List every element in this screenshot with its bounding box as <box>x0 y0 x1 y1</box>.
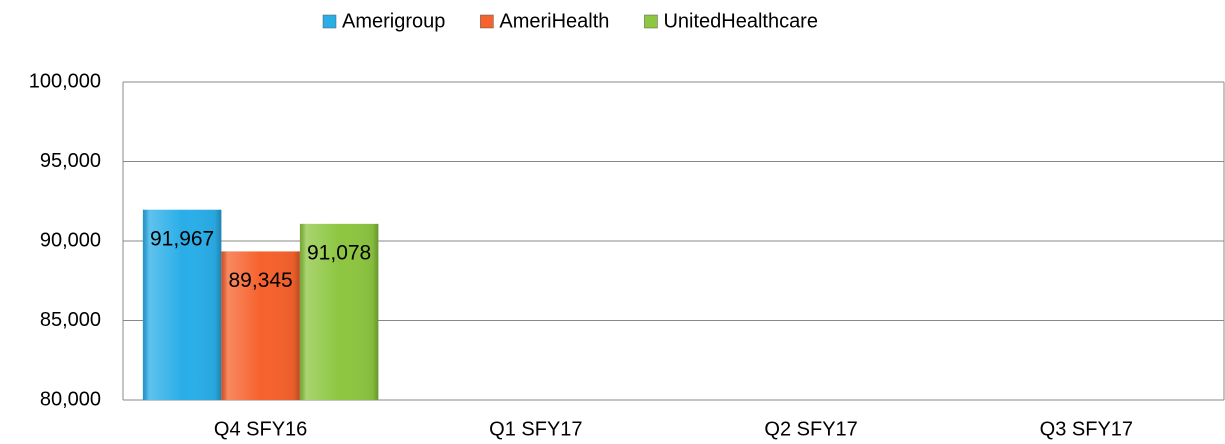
bar-shade <box>142 209 222 400</box>
x-tick-label: Q4 SFY16 <box>214 418 307 440</box>
legend-label: AmeriHealth <box>499 10 609 32</box>
legend-marker <box>480 14 494 29</box>
legend-marker <box>322 14 337 29</box>
x-tick-label: Q1 SFY17 <box>489 418 582 440</box>
bar-shade <box>221 251 300 400</box>
x-tick-label: Q2 SFY17 <box>764 418 857 440</box>
bar-shade <box>299 223 379 400</box>
x-tick-label: Q3 SFY17 <box>1040 418 1133 440</box>
y-tick-label: 80,000 <box>40 388 101 410</box>
y-tick-label: 100,000 <box>29 70 101 92</box>
legend-label: Amerigroup <box>342 10 445 32</box>
y-tick-label: 90,000 <box>40 229 101 251</box>
legend-label: UnitedHealthcare <box>663 10 818 32</box>
y-tick-label: 85,000 <box>40 309 101 331</box>
data-label: 91,967 <box>150 227 214 250</box>
data-label: 91,078 <box>307 241 371 264</box>
y-tick-label: 95,000 <box>40 150 101 172</box>
data-label: 89,345 <box>229 269 293 292</box>
legend-marker <box>644 14 658 29</box>
